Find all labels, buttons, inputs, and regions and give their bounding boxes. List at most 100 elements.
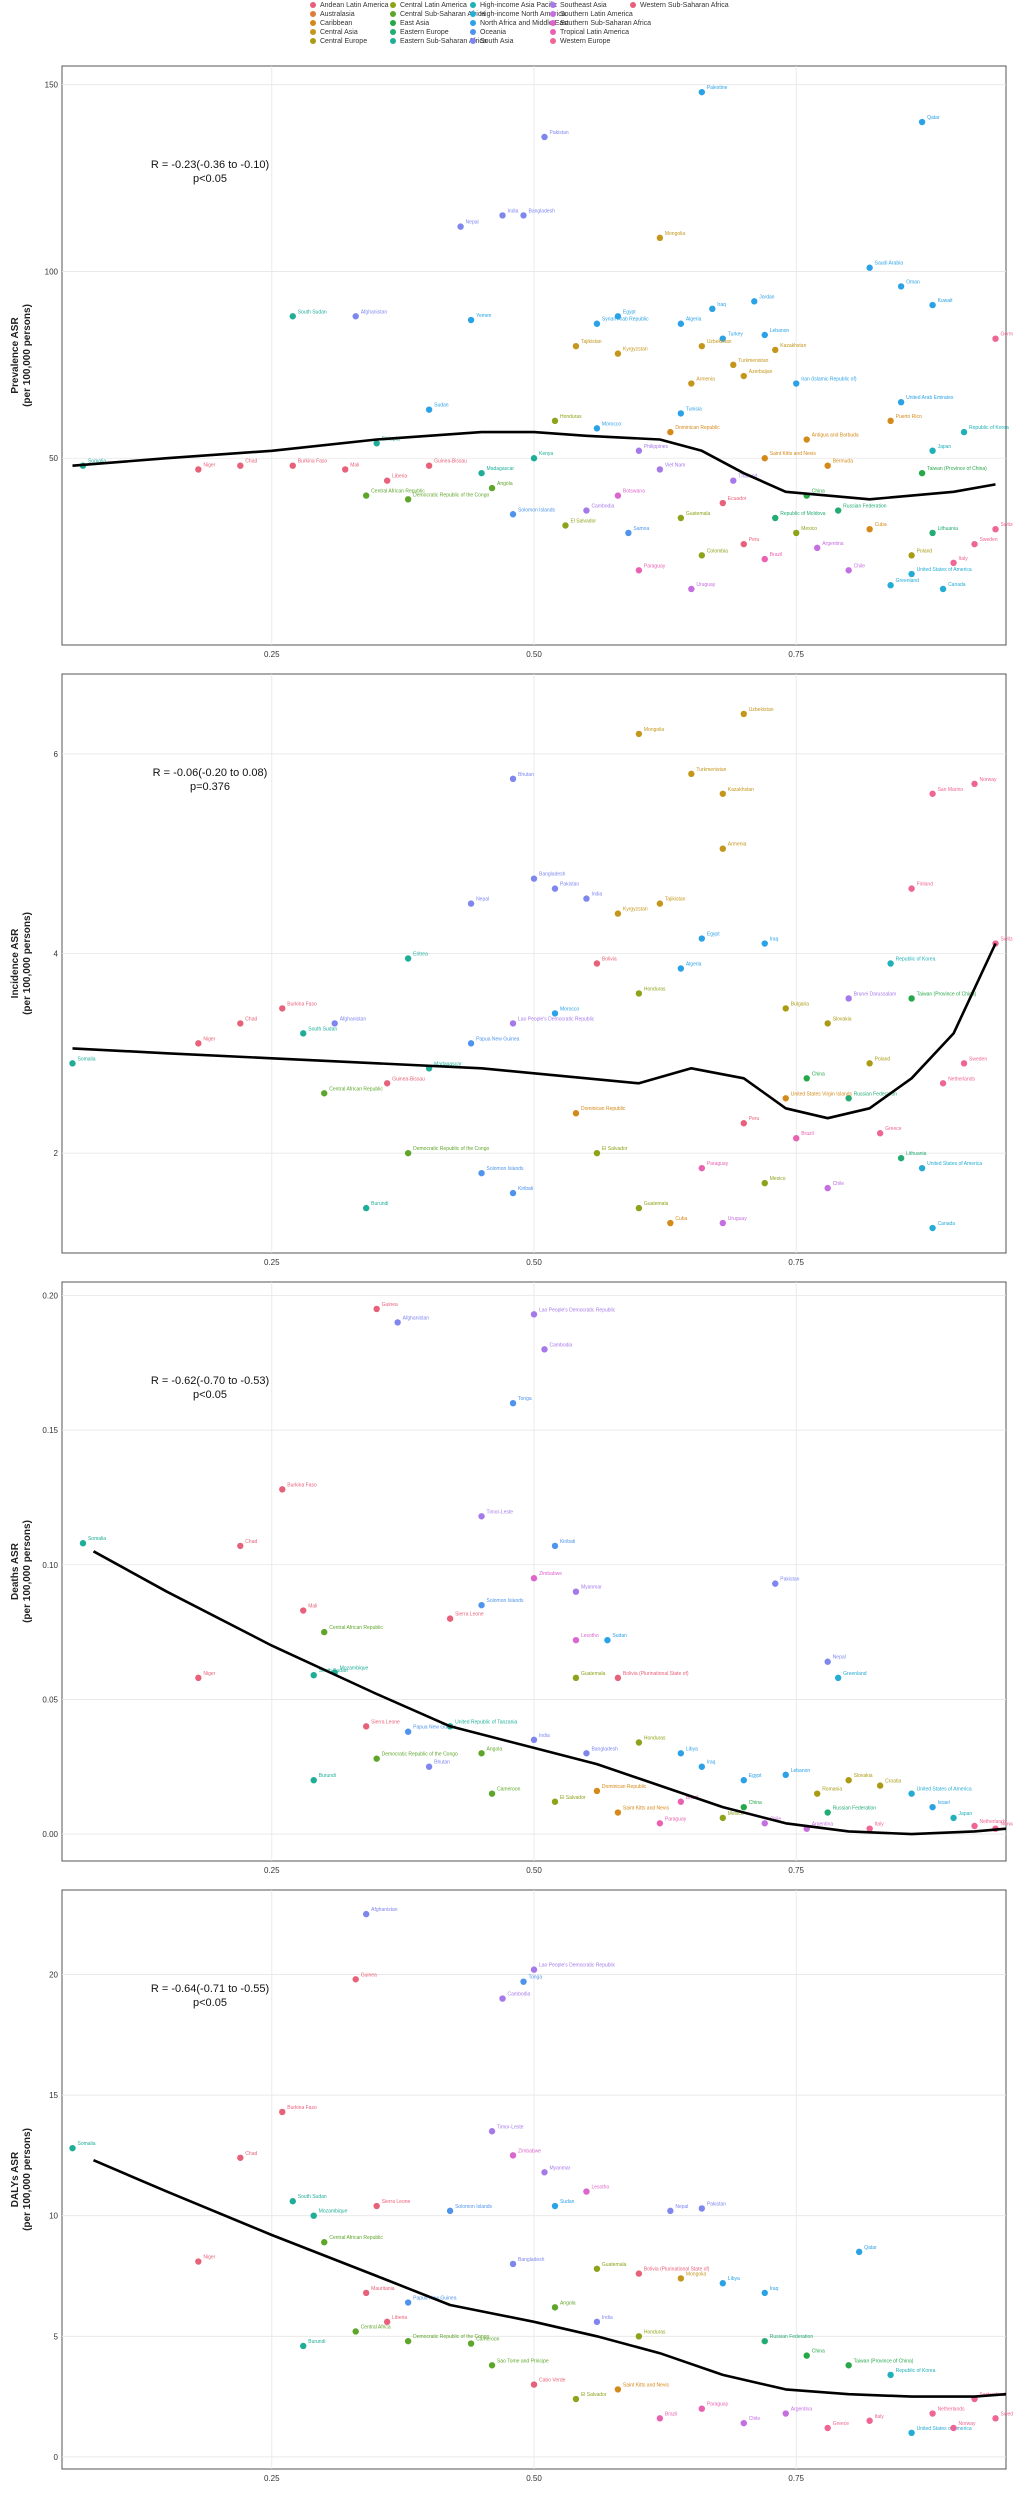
point-label: United States Virgin Islands xyxy=(791,1091,853,1097)
chart-panel: 0.250.500.7505101520Socio-demographic in… xyxy=(10,1889,1013,2483)
data-point xyxy=(677,1750,685,1757)
data-point xyxy=(719,845,726,852)
data-point xyxy=(362,1910,370,1918)
point-label: Bangladesh xyxy=(529,208,556,214)
data-point xyxy=(509,775,517,783)
point-label: Papua New Guinea xyxy=(476,1036,520,1042)
y-tick-label: 2 xyxy=(54,1149,59,1158)
data-point xyxy=(404,2337,412,2345)
point-label: Sweden xyxy=(1001,2411,1013,2417)
data-point xyxy=(740,540,747,548)
data-point xyxy=(457,223,464,230)
y-tick-label: 0 xyxy=(54,2453,59,2462)
point-label: Iraq xyxy=(770,2286,779,2292)
point-label: Ecuador xyxy=(728,496,747,502)
data-point xyxy=(583,1750,590,1757)
point-label: Central African Republic xyxy=(329,1625,383,1631)
data-point xyxy=(321,1090,328,1097)
data-point xyxy=(195,1040,202,1047)
data-point xyxy=(614,492,622,499)
data-point xyxy=(971,780,978,788)
data-point xyxy=(635,2333,643,2340)
data-point xyxy=(845,1095,852,1102)
y-axis-subtitle: (per 100,000 persons) xyxy=(22,912,33,1015)
point-label: Bulgaria xyxy=(791,1001,810,1007)
point-label: Cuba xyxy=(675,1216,687,1222)
data-point xyxy=(593,2265,601,2272)
legend-item: Caribbean xyxy=(310,20,352,27)
point-label: Central African Republic xyxy=(329,1086,383,1092)
legend-swatch xyxy=(550,20,556,27)
y-axis-title: Deaths ASR xyxy=(10,1542,21,1600)
data-point xyxy=(667,2207,674,2215)
point-label: Bolivia xyxy=(602,957,617,963)
point-label: China xyxy=(812,2349,825,2355)
point-label: Burundi xyxy=(319,1773,336,1779)
data-point xyxy=(929,529,936,537)
data-point xyxy=(635,1739,643,1746)
legend-item: Southern Sub-Saharan Africa xyxy=(550,20,651,27)
point-label: Democratic Republic of the Congo xyxy=(413,2334,489,2340)
point-label: India xyxy=(539,1733,550,1739)
data-point xyxy=(845,567,852,574)
point-label: Egypt xyxy=(623,309,636,315)
point-label: United Republic of Tanzania xyxy=(455,1719,517,1725)
legend-item: Western Europe xyxy=(550,38,610,45)
point-label: Poland xyxy=(875,1056,891,1062)
data-point xyxy=(918,1164,926,1172)
data-point xyxy=(195,466,202,473)
point-label: Mauritania xyxy=(371,2286,395,2292)
data-point xyxy=(656,466,664,473)
data-point xyxy=(960,1060,968,1067)
point-label: Bangladesh xyxy=(518,2257,545,2263)
point-label: Myanmar xyxy=(581,1585,602,1591)
point-label: Central African Republic xyxy=(329,2235,383,2241)
point-label: Dominican Republic xyxy=(602,1784,647,1790)
legend-swatch xyxy=(310,11,316,18)
point-label: Niger xyxy=(203,1036,215,1042)
point-label: Sierra Leone xyxy=(371,1719,400,1725)
point-label: Egypt xyxy=(707,932,720,938)
point-label: Democratic Republic of the Congo xyxy=(413,492,489,498)
chart-panel: 0.250.500.75246Socio-demographic indexIn… xyxy=(10,673,1013,1267)
legend-swatch xyxy=(550,38,556,45)
data-point xyxy=(845,2362,852,2369)
point-label: Chile xyxy=(749,2416,761,2422)
y-axis-title: Incidence ASR xyxy=(10,928,21,998)
point-label: Mali xyxy=(308,1604,317,1610)
data-point xyxy=(310,1777,317,1784)
legend-swatch xyxy=(390,38,396,45)
point-label: Samoa xyxy=(633,526,649,532)
data-point xyxy=(761,1179,768,1187)
point-label: Cameroon xyxy=(476,2337,500,2343)
point-label: United States of America xyxy=(917,1787,972,1793)
point-label: Lao People's Democratic Republic xyxy=(518,1016,595,1022)
data-point xyxy=(897,398,905,406)
data-point xyxy=(289,313,296,320)
point-label: India xyxy=(508,208,519,214)
data-point xyxy=(834,1674,842,1682)
data-point xyxy=(425,1763,433,1770)
data-point xyxy=(530,1311,538,1318)
legend-item: Eastern Europe xyxy=(390,29,449,36)
data-point xyxy=(530,875,538,882)
x-tick-label: 0.50 xyxy=(526,1866,542,1875)
point-label: Switzerland xyxy=(1001,522,1013,528)
legend-item: South Asia xyxy=(470,38,513,45)
point-label: Guinea-Bissau xyxy=(392,1076,425,1082)
point-label: Mongolia xyxy=(686,2271,707,2277)
point-label: Palestine xyxy=(707,85,728,91)
point-label: Republic of Korea xyxy=(969,425,1009,431)
legend-label: Caribbean xyxy=(320,20,353,27)
legend-item: Central Sub-Saharan Africa xyxy=(390,11,485,18)
point-label: South Sudan xyxy=(298,2194,327,2200)
data-point xyxy=(824,1020,831,1027)
point-label: Niger xyxy=(203,2255,215,2261)
data-point xyxy=(740,372,747,380)
point-label: Bolivia (Plurinational State of) xyxy=(623,1671,689,1677)
point-label: Algeria xyxy=(686,961,702,967)
data-point xyxy=(572,1110,580,1117)
data-point xyxy=(992,526,999,533)
data-point xyxy=(887,960,894,967)
point-label: Niger xyxy=(203,1671,215,1677)
